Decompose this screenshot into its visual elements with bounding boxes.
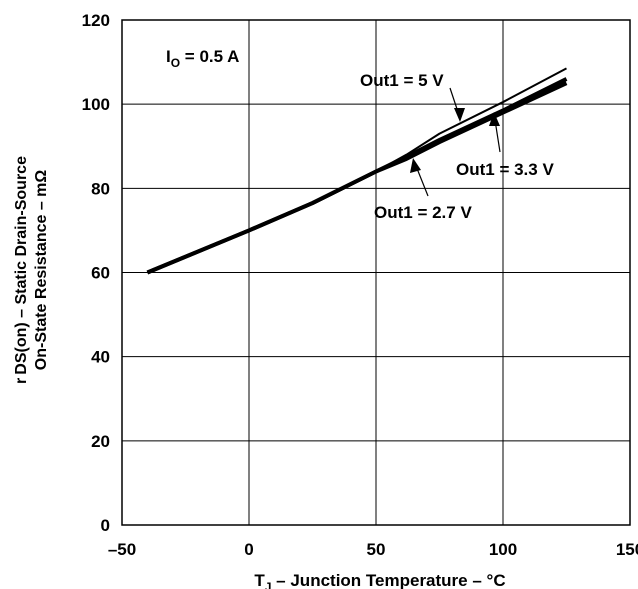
y-tick-label: 60 xyxy=(91,264,110,283)
x-tick-label: 150 xyxy=(616,540,638,559)
x-tick-label: 50 xyxy=(367,540,386,559)
y-axis-label-line2: On-State Resistance – mΩ xyxy=(33,170,50,371)
arrowhead-3v3 xyxy=(489,112,500,126)
x-tick-label: 100 xyxy=(489,540,517,559)
y-tick-labels: 0 20 40 60 80 100 120 xyxy=(82,11,110,535)
grid xyxy=(122,20,630,525)
label-3v3: Out1 = 3.3 V xyxy=(456,160,554,179)
arrowhead-2v7 xyxy=(410,158,421,173)
x-tick-labels: –50 0 50 100 150 xyxy=(108,540,638,559)
x-tick-label: –50 xyxy=(108,540,136,559)
arrowhead-5v xyxy=(454,108,465,122)
y-tick-label: 40 xyxy=(91,348,110,367)
y-tick-label: 80 xyxy=(91,179,110,198)
x-tick-label: 0 xyxy=(244,540,253,559)
y-tick-label: 100 xyxy=(82,95,110,114)
y-tick-label: 120 xyxy=(82,11,110,30)
arrow-2v7 xyxy=(415,165,429,197)
label-5v: Out1 = 5 V xyxy=(360,71,444,90)
label-2v7: Out1 = 2.7 V xyxy=(374,203,472,222)
y-tick-label: 20 xyxy=(91,432,110,451)
annotations: Out1 = 5 V Out1 = 3.3 V Out1 = 2.7 V IO … xyxy=(166,47,554,222)
y-tick-label: 0 xyxy=(101,516,110,535)
plot-frame xyxy=(121,19,631,526)
condition-label: IO = 0.5 A xyxy=(166,47,239,70)
y-axis-label-line1: rDS(on) – Static Drain-Source xyxy=(13,156,30,384)
x-axis-label: TJ – Junction Temperature – °C xyxy=(254,571,505,589)
